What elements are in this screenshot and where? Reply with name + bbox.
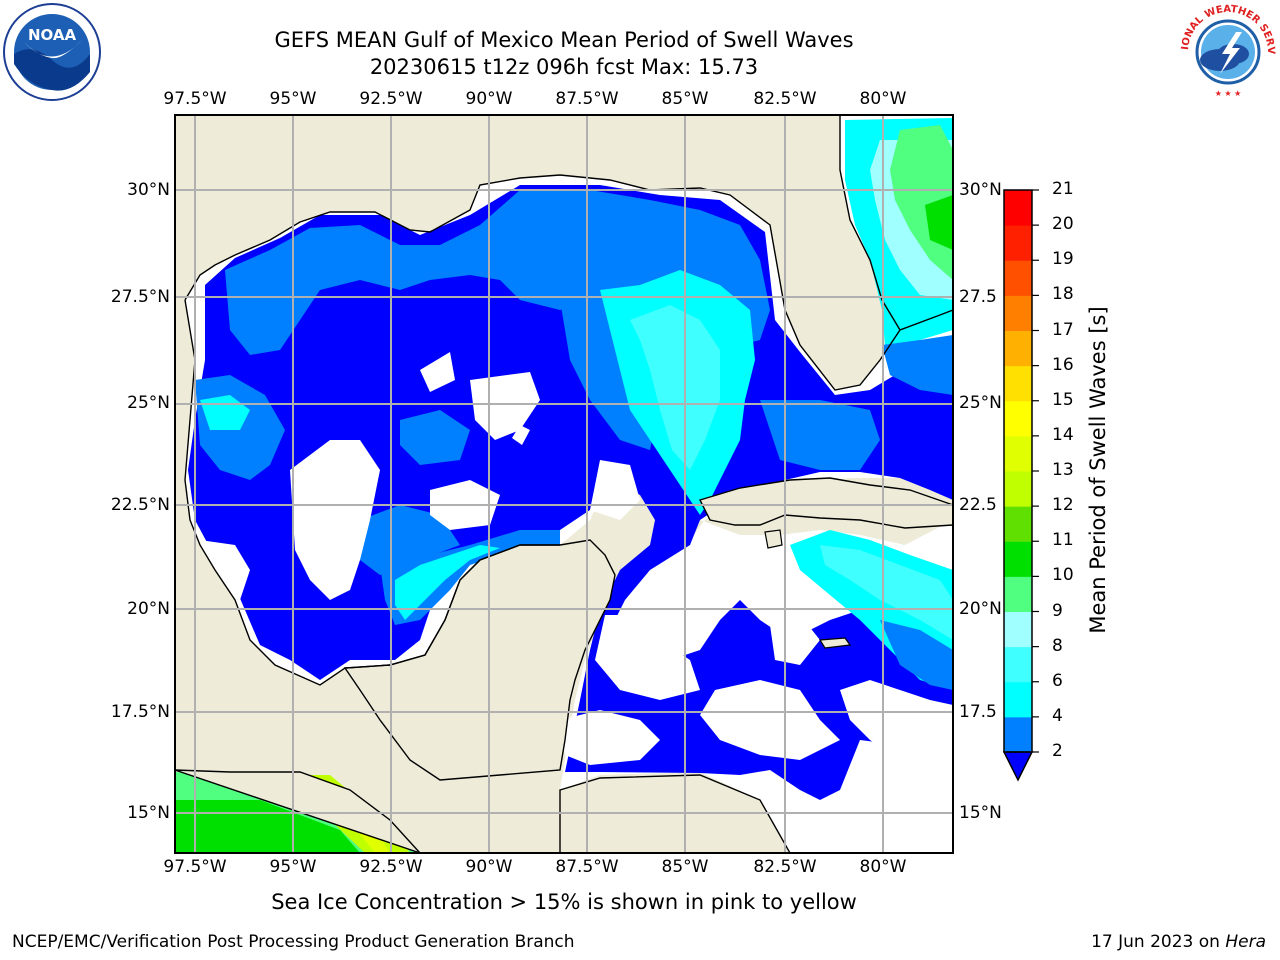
colorbar-tick-label: 4 [1052, 705, 1063, 726]
colorbar-band [1004, 365, 1032, 402]
colorbar-band [1004, 541, 1032, 577]
swell-field-medium [225, 190, 770, 355]
lon-label-top: 92.5°W [359, 89, 423, 109]
colorbar-band [1004, 611, 1032, 648]
colorbar-tick-label: 20 [1052, 214, 1074, 235]
central-america-land [175, 769, 791, 853]
lon-label-bottom: 97.5°W [163, 857, 227, 877]
colorbar-band [1004, 225, 1032, 261]
colorbar-tick-label: 8 [1052, 635, 1063, 656]
colorbar-band [1004, 400, 1032, 437]
map-title: GEFS MEAN Gulf of Mexico Mean Period of … [274, 28, 854, 52]
colorbar-tick-label: 16 [1052, 354, 1074, 375]
colorbar-band [1004, 260, 1032, 296]
colorbar-band [1004, 330, 1032, 367]
lon-label-bottom: 80°W [859, 857, 907, 877]
svg-text:NOAA: NOAA [28, 26, 77, 44]
colorbar-tick-label: 9 [1052, 600, 1063, 621]
lon-label-top: 82.5°W [753, 89, 817, 109]
lon-label-top: 87.5°W [555, 89, 619, 109]
lat-label-right: 25°N [959, 393, 1002, 413]
lon-label-bottom: 87.5°W [555, 857, 619, 877]
colorbar [1002, 189, 1039, 782]
lat-label-left: 25°N [127, 393, 170, 413]
lon-label-top: 97.5°W [163, 89, 227, 109]
run-date: 17 Jun 2023 on [1091, 932, 1226, 952]
lat-label-left: 20°N [127, 599, 170, 619]
lat-label-right: 27.5 [959, 287, 997, 307]
colorbar-band [1004, 190, 1032, 226]
colorbar-band [1004, 295, 1032, 331]
colorbar-tick-label: 15 [1052, 389, 1074, 410]
lat-label-left: 27.5°N [110, 287, 170, 307]
colorbar-tick-label: 17 [1052, 319, 1074, 340]
colorbar-band [1004, 681, 1032, 718]
colorbar-band [1004, 646, 1032, 683]
lon-label-bottom: 82.5°W [753, 857, 817, 877]
noaa-logo: NOAA [3, 3, 101, 101]
lon-label-top: 85°W [661, 89, 709, 109]
colorbar-band [1004, 435, 1032, 472]
lon-label-top: 90°W [465, 89, 513, 109]
svg-text:★ ★ ★: ★ ★ ★ [1215, 89, 1242, 98]
lon-label-bottom: 90°W [465, 857, 513, 877]
colorbar-title: Mean Period of Swell Waves [s] [1086, 306, 1110, 634]
nws-logo: NATIONAL WEATHER SERVICE ★ ★ ★ [1178, 2, 1276, 100]
graticule [175, 115, 953, 853]
lon-label-bottom: 95°W [269, 857, 317, 877]
lat-label-right: 17.5 [959, 702, 997, 722]
colorbar-tick-label: 19 [1052, 249, 1074, 270]
lat-label-right: 15°N [959, 803, 1002, 823]
lon-label-top: 95°W [269, 89, 317, 109]
swell-field-dark [188, 185, 953, 800]
colorbar-tick-label: 10 [1052, 565, 1074, 586]
host-name: Hera [1225, 932, 1266, 952]
producer-credit: NCEP/EMC/Verification Post Processing Pr… [12, 932, 575, 952]
map-subtitle: 20230615 t12z 096h fcst Max: 15.73 [369, 55, 759, 79]
lat-label-left: 15°N [127, 803, 170, 823]
colorbar-extend-arrow [1002, 751, 1034, 782]
colorbar-tick-label: 18 [1052, 284, 1074, 305]
run-date-credit: 17 Jun 2023 on Hera [1091, 932, 1266, 952]
colorbar-band [1004, 471, 1032, 507]
lon-label-top: 80°W [859, 89, 907, 109]
colorbar-band [1004, 576, 1032, 612]
lon-label-bottom: 85°W [661, 857, 709, 877]
no-data-holes [200, 352, 953, 853]
lat-label-left: 30°N [127, 180, 170, 200]
colorbar-band [1004, 506, 1032, 542]
lon-label-bottom: 92.5°W [359, 857, 423, 877]
colorbar-tick-label: 2 [1052, 741, 1063, 761]
colorbar-tick-label: 11 [1052, 530, 1074, 551]
lat-label-right: 20°N [959, 599, 1002, 619]
lat-label-right: 30°N [959, 180, 1002, 200]
colorbar-tick-label: 6 [1052, 670, 1063, 691]
colorbar-tick-label: 12 [1052, 495, 1074, 516]
map-frame [174, 114, 954, 854]
colorbar-tick-label: 21 [1052, 179, 1074, 199]
colorbar-band [1004, 716, 1032, 753]
colorbar-tick-label: 14 [1052, 424, 1074, 445]
coastline [184, 174, 953, 391]
lat-label-right: 22.5 [959, 495, 997, 515]
lat-label-left: 17.5°N [110, 702, 170, 722]
sea-ice-footnote: Sea Ice Concentration > 15% is shown in … [271, 890, 857, 914]
lat-label-left: 22.5°N [110, 495, 170, 515]
colorbar-tick-label: 13 [1052, 460, 1074, 480]
